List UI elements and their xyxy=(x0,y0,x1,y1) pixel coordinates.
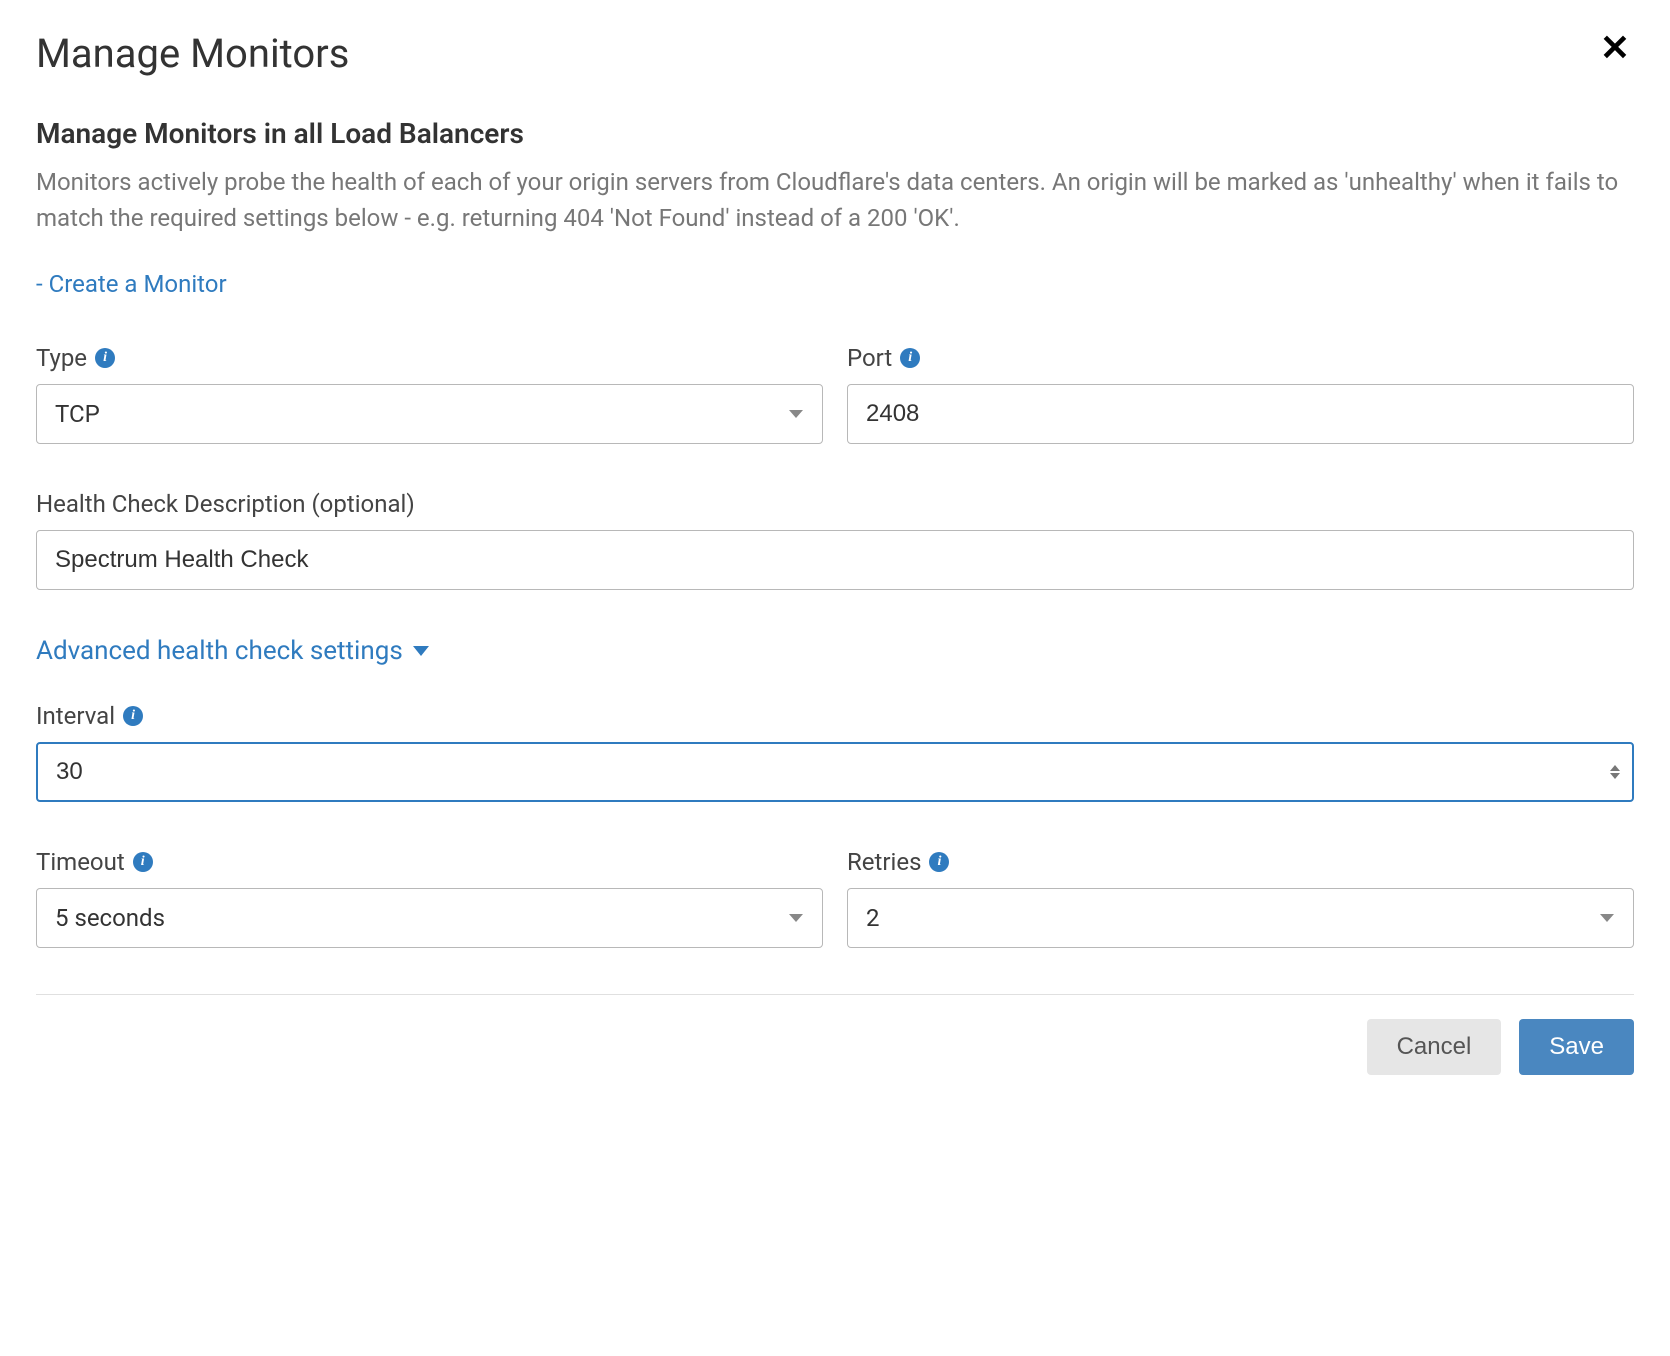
chevron-down-icon xyxy=(413,646,429,656)
info-icon[interactable]: i xyxy=(900,348,920,368)
port-label: Port xyxy=(847,344,892,372)
page-title: Manage Monitors xyxy=(36,30,349,77)
description-label: Health Check Description (optional) xyxy=(36,490,415,518)
type-label: Type xyxy=(36,344,87,372)
interval-field-group: Interval i xyxy=(36,702,1634,802)
divider xyxy=(36,994,1634,995)
interval-input[interactable] xyxy=(36,742,1634,802)
interval-label: Interval xyxy=(36,702,115,730)
advanced-settings-toggle[interactable]: Advanced health check settings xyxy=(36,636,429,666)
port-input[interactable] xyxy=(847,384,1634,444)
number-spinner[interactable] xyxy=(1610,765,1620,779)
timeout-select[interactable]: 5 seconds xyxy=(36,888,823,948)
port-field-group: Port i xyxy=(847,344,1634,444)
timeout-field-group: Timeout i 5 seconds xyxy=(36,848,823,948)
retries-label: Retries xyxy=(847,848,921,876)
create-monitor-link[interactable]: - Create a Monitor xyxy=(36,270,227,298)
save-button[interactable]: Save xyxy=(1519,1019,1634,1075)
close-icon: ✕ xyxy=(1600,27,1630,68)
info-icon[interactable]: i xyxy=(133,852,153,872)
info-icon[interactable]: i xyxy=(95,348,115,368)
info-icon[interactable]: i xyxy=(929,852,949,872)
type-field-group: Type i TCP xyxy=(36,344,823,444)
advanced-settings-label: Advanced health check settings xyxy=(36,636,403,666)
section-description: Monitors actively probe the health of ea… xyxy=(36,164,1634,236)
cancel-button[interactable]: Cancel xyxy=(1367,1019,1502,1075)
timeout-label: Timeout xyxy=(36,848,125,876)
spinner-up-icon[interactable] xyxy=(1610,765,1620,771)
type-select[interactable]: TCP xyxy=(36,384,823,444)
description-field-group: Health Check Description (optional) xyxy=(36,490,1634,590)
close-button[interactable]: ✕ xyxy=(1596,30,1634,66)
info-icon[interactable]: i xyxy=(123,706,143,726)
spinner-down-icon[interactable] xyxy=(1610,773,1620,779)
retries-field-group: Retries i 2 xyxy=(847,848,1634,948)
retries-select[interactable]: 2 xyxy=(847,888,1634,948)
section-subtitle: Manage Monitors in all Load Balancers xyxy=(36,117,1634,150)
description-input[interactable] xyxy=(36,530,1634,590)
